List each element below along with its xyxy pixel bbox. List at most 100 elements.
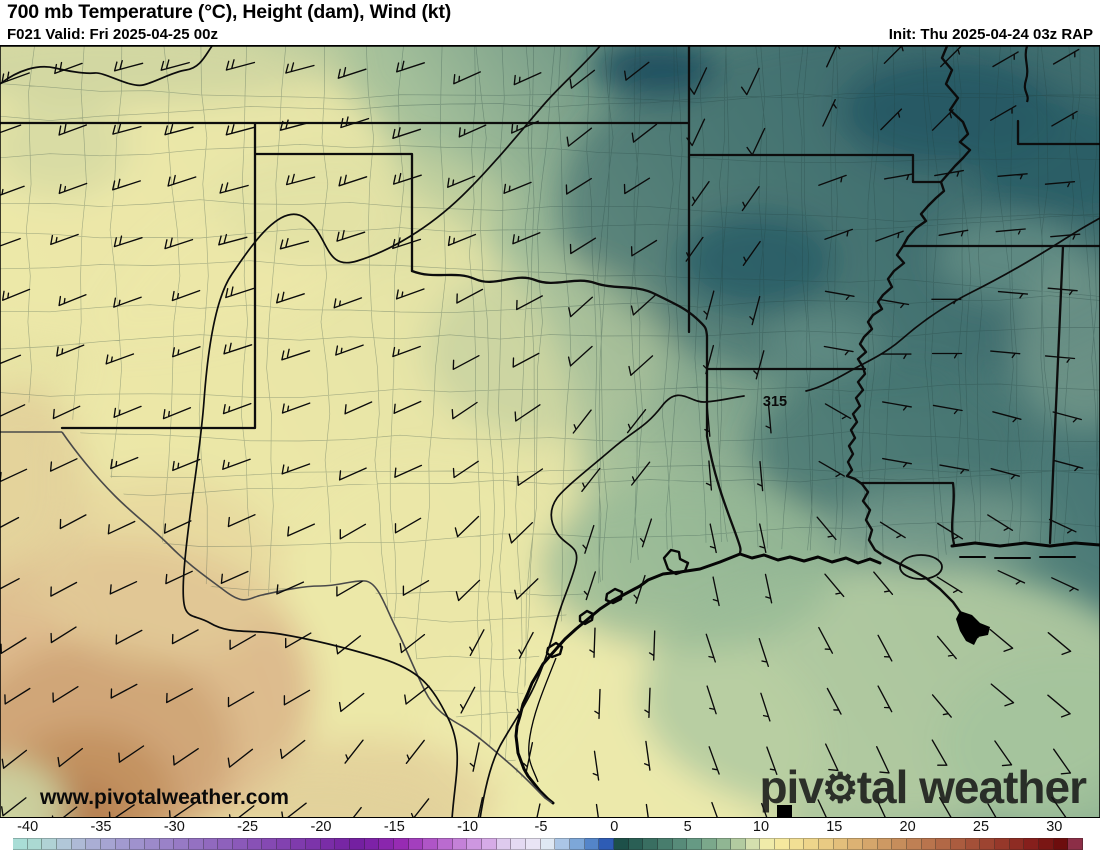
colorbar-cell — [555, 838, 570, 850]
map-canvas: 315 — [0, 46, 1100, 817]
colorbar-cell — [951, 838, 966, 850]
colorbar-cell — [27, 838, 43, 850]
colorbar-tick: 25 — [972, 819, 990, 835]
kentucky-lake-river — [1023, 46, 1029, 103]
colorbar-cell — [569, 838, 585, 850]
map-title: 700 mb Temperature (°C), Height (dam), W… — [7, 1, 452, 23]
colorbar-cell — [511, 838, 526, 850]
colorbar-cell — [672, 838, 688, 850]
colorbar-tick: -15 — [383, 819, 405, 835]
temperature-colorbar: -40 -35 -30 -25 -20 -15 -10 -5 0 5 10 15 20 25 30 — [0, 818, 1100, 850]
colorbar-cell — [775, 838, 790, 850]
colorbar-cell — [174, 838, 189, 850]
logo-text-piv: piv — [759, 761, 823, 813]
colorbar-cell — [833, 838, 849, 850]
colorbar-cell — [276, 838, 292, 850]
wind-barbs — [0, 46, 1084, 817]
colorbar-cell — [452, 838, 468, 850]
colorbar-tick: -30 — [163, 819, 185, 835]
colorbar-cell — [921, 838, 937, 850]
contour-label-315: 315 — [763, 394, 787, 410]
colorbar-cell — [232, 838, 248, 850]
colorbar-tick: 10 — [752, 819, 770, 835]
forecast-valid-time: F021 Valid: Fri 2025-04-25 00z — [7, 26, 218, 43]
colorbar-cell — [628, 838, 644, 850]
colorbar-cell — [438, 838, 453, 850]
colorbar-cell — [804, 838, 820, 850]
colorbar-cell — [467, 838, 482, 850]
colorbar-cell — [980, 838, 995, 850]
colorbar-cell — [584, 838, 600, 850]
colorbar-cell — [863, 838, 878, 850]
colorbar-tick: -35 — [90, 819, 112, 835]
colorbar-cell — [13, 838, 28, 850]
colorbar-cell — [1024, 838, 1039, 850]
colorbar-cell — [482, 838, 497, 850]
colorbar-tick: -10 — [457, 819, 479, 835]
colorbar-cell — [350, 838, 365, 850]
colorbar-tick: 0 — [610, 819, 619, 835]
colorbar-cell — [540, 838, 556, 850]
colorbar-cell — [687, 838, 702, 850]
colorbar-cell — [994, 838, 1010, 850]
colorbar-cell — [56, 838, 72, 850]
mississippi-river — [845, 46, 979, 639]
colorbar-cell — [848, 838, 864, 850]
colorbar-cell — [423, 838, 439, 850]
colorbar-tick: 15 — [826, 819, 843, 835]
colorbar-cell — [379, 838, 395, 850]
colorbar-cell — [291, 838, 307, 850]
gear-icon: ⚙ — [821, 764, 859, 811]
gulf-coastline — [514, 541, 1100, 805]
colorbar-cell — [1038, 838, 1054, 850]
colorbar-cell — [1009, 838, 1025, 850]
colorbar-tick: 5 — [683, 819, 692, 835]
colorbar-tick: -5 — [534, 819, 548, 835]
colorbar-cell — [320, 838, 336, 850]
colorbar-tick-labels: -40 -35 -30 -25 -20 -15 -10 -5 0 5 10 15 20 25 30 — [0, 819, 1100, 837]
colorbar-cell — [745, 838, 761, 850]
red-river-border — [410, 269, 867, 556]
colorbar-cell — [525, 838, 541, 850]
colorbar-cell — [789, 838, 805, 850]
colorbar-cell — [599, 838, 614, 850]
weather-map: 315 — [0, 45, 1100, 818]
colorbar-cell — [86, 838, 101, 850]
colorbar-cell — [1068, 838, 1083, 850]
colorbar-cell — [364, 838, 380, 850]
colorbar-cell — [613, 838, 629, 850]
colorbar-cell — [716, 838, 732, 850]
colorbar-tick: -25 — [237, 819, 259, 835]
colorbar-cell — [731, 838, 746, 850]
colorbar-cell — [144, 838, 160, 850]
colorbar-cell — [71, 838, 87, 850]
colorbar-cell — [115, 838, 131, 850]
colorbar-cell — [907, 838, 922, 850]
watermark-url: www.pivotalweather.com — [40, 786, 289, 809]
colorbar-cell — [760, 838, 776, 850]
lake-pontchartrain — [899, 554, 943, 580]
title-bar: 700 mb Temperature (°C), Height (dam), W… — [0, 0, 1100, 45]
colorbar-cell — [1053, 838, 1069, 850]
pivotal-weather-logo: piv ⚙ tal weather — [759, 761, 1087, 813]
colorbar-cell — [188, 838, 204, 850]
logo-text-tal-weather: tal weather — [856, 761, 1087, 813]
colorbar-cell — [159, 838, 175, 850]
colorbar-cell — [218, 838, 233, 850]
colorbar-cell — [394, 838, 409, 850]
colorbar-cell — [936, 838, 951, 850]
colorbar-cell — [42, 838, 57, 850]
colorbar-tick: 30 — [1046, 819, 1063, 835]
colorbar-cell — [965, 838, 981, 850]
colorbar-tick: -40 — [17, 819, 39, 835]
colorbar-tick: -20 — [310, 819, 332, 835]
colorbar-cells — [13, 838, 1083, 850]
colorbar-cell — [100, 838, 116, 850]
colorbar-cell — [657, 838, 673, 850]
colorbar-cell — [130, 838, 145, 850]
colorbar-cell — [247, 838, 263, 850]
colorbar-cell — [262, 838, 277, 850]
map-edge-marker — [777, 805, 792, 818]
colorbar-cell — [408, 838, 424, 850]
